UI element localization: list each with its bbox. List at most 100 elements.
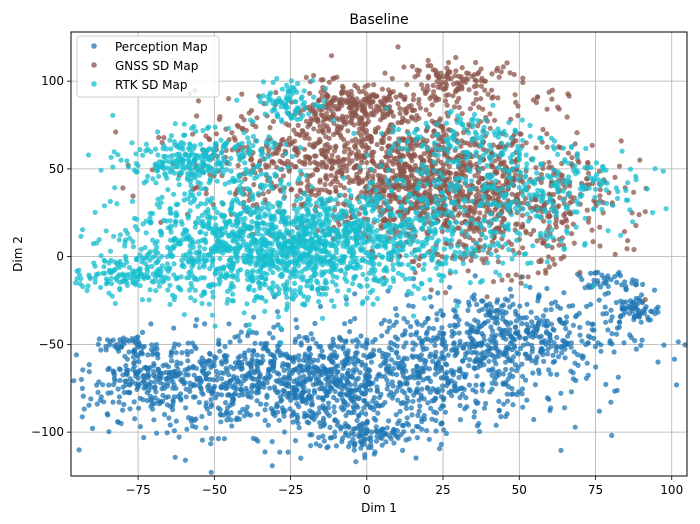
data-point <box>354 344 360 350</box>
data-point <box>317 303 324 310</box>
data-point <box>173 350 179 356</box>
data-point <box>139 329 146 335</box>
data-point <box>349 338 356 344</box>
data-point <box>640 281 646 287</box>
data-point <box>597 224 603 230</box>
data-point <box>420 366 426 372</box>
data-point <box>494 373 500 379</box>
data-point <box>249 385 255 391</box>
data-point <box>210 294 216 300</box>
data-point <box>454 349 460 355</box>
data-point <box>569 155 575 161</box>
data-point <box>307 160 313 166</box>
data-point <box>560 220 566 226</box>
data-point <box>403 405 409 411</box>
data-point <box>106 429 112 435</box>
data-point <box>251 348 257 354</box>
data-point <box>361 382 368 388</box>
data-point <box>401 169 407 175</box>
data-point <box>229 130 235 136</box>
data-point <box>278 398 284 404</box>
data-point <box>513 330 519 336</box>
data-point <box>511 71 517 78</box>
data-point <box>329 152 335 158</box>
data-point <box>305 124 311 130</box>
data-point <box>613 299 620 306</box>
data-point <box>365 173 371 179</box>
data-point <box>176 342 182 348</box>
data-point <box>457 402 463 409</box>
data-point <box>525 274 531 280</box>
data-point <box>266 366 272 372</box>
data-point <box>159 253 165 259</box>
data-point <box>548 300 555 307</box>
data-point <box>359 160 365 166</box>
data-point <box>169 358 175 364</box>
data-point <box>404 356 410 362</box>
data-point <box>234 386 240 392</box>
data-point <box>452 324 458 330</box>
data-point <box>122 353 128 359</box>
data-point <box>633 346 639 352</box>
data-point <box>376 104 382 110</box>
data-point <box>605 327 611 333</box>
data-point <box>472 208 478 214</box>
data-point <box>447 323 453 329</box>
data-point <box>199 362 205 369</box>
data-point <box>489 372 495 378</box>
data-point <box>398 93 404 99</box>
data-point <box>311 411 317 417</box>
data-point <box>167 422 173 428</box>
data-point <box>175 393 181 400</box>
data-point <box>184 426 190 432</box>
data-point <box>133 335 139 341</box>
data-point <box>586 282 592 288</box>
data-points <box>71 44 688 475</box>
data-point <box>332 429 338 435</box>
data-point <box>488 304 494 310</box>
data-point <box>476 428 483 435</box>
data-point <box>456 104 462 110</box>
data-point <box>591 277 597 283</box>
data-point <box>188 348 195 355</box>
data-point <box>542 318 548 324</box>
data-point <box>477 210 483 216</box>
data-point <box>285 449 291 455</box>
data-point <box>359 390 365 396</box>
data-point <box>353 337 360 343</box>
data-point <box>143 383 149 389</box>
data-point <box>350 436 356 443</box>
data-point <box>192 323 199 329</box>
data-point <box>530 330 536 336</box>
data-point <box>577 324 583 330</box>
data-point <box>526 333 532 339</box>
data-point <box>194 317 200 323</box>
data-point <box>614 279 620 285</box>
data-point <box>131 399 137 405</box>
data-point <box>539 346 545 352</box>
data-point <box>348 105 354 111</box>
data-point <box>225 392 231 398</box>
data-point <box>460 345 466 351</box>
data-point <box>453 68 459 74</box>
data-point <box>383 97 389 103</box>
data-point <box>121 401 127 408</box>
data-point <box>252 340 258 346</box>
data-point <box>603 319 609 325</box>
data-point <box>334 422 341 428</box>
data-point <box>137 424 143 430</box>
data-point <box>185 358 191 364</box>
data-point <box>164 375 170 382</box>
data-point <box>161 411 168 418</box>
data-point <box>197 244 203 250</box>
data-point <box>491 334 497 340</box>
data-point <box>478 96 484 102</box>
data-point <box>245 360 251 366</box>
data-point <box>558 256 564 262</box>
data-point <box>320 415 327 421</box>
data-point <box>386 135 392 141</box>
data-point <box>465 268 471 274</box>
data-point <box>396 195 402 201</box>
data-point <box>295 122 301 128</box>
data-point <box>509 366 515 373</box>
